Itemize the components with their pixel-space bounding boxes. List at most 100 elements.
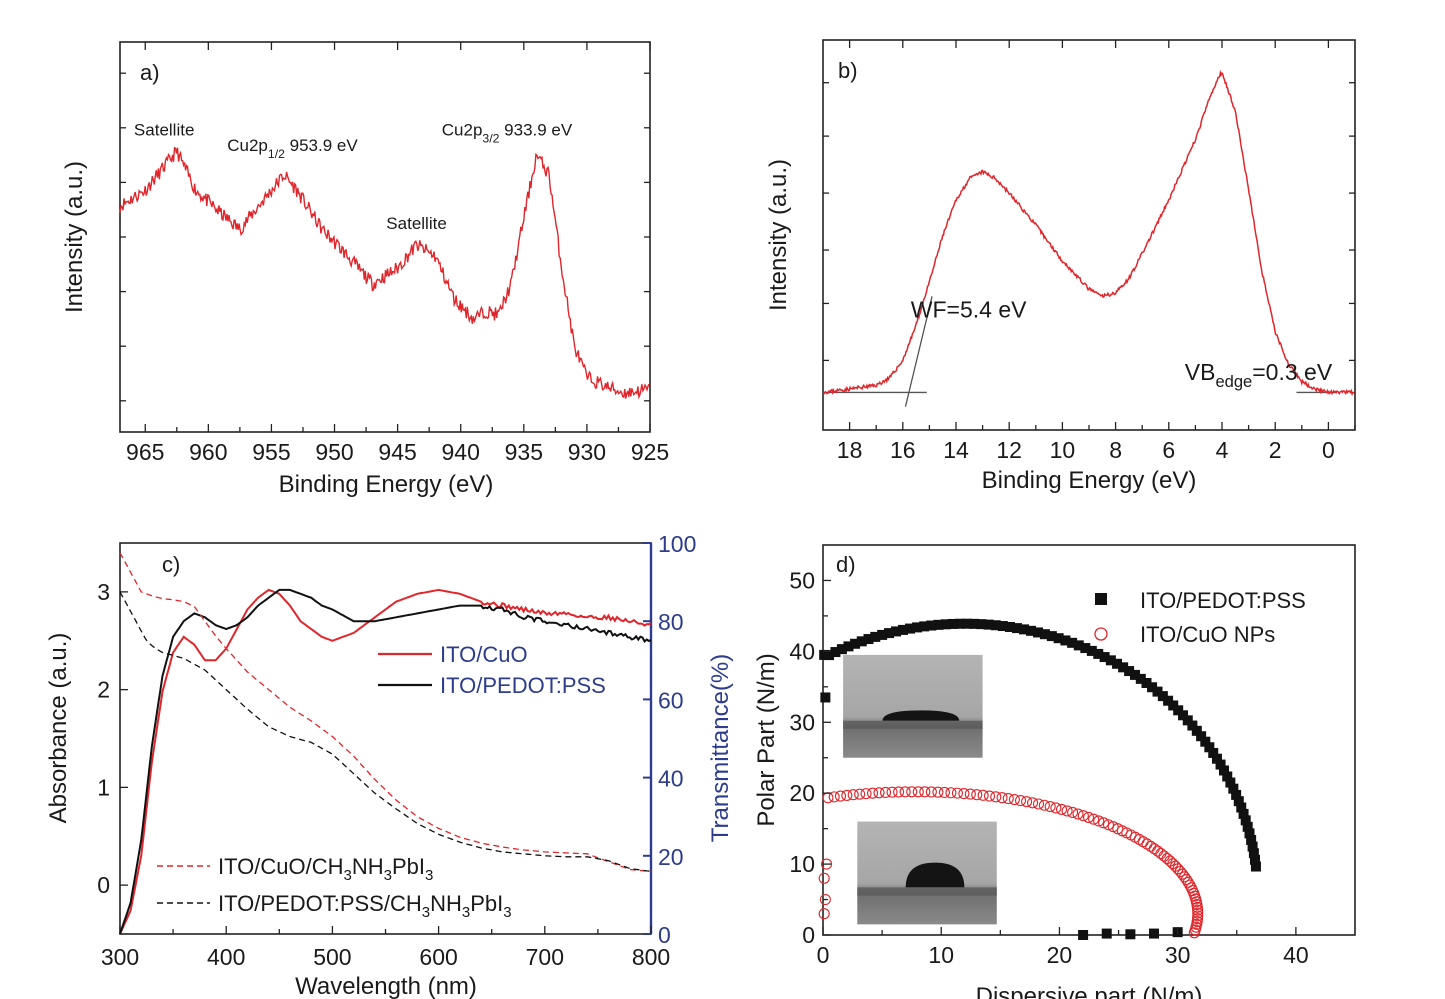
panel-d-point-cuo [964, 788, 976, 800]
panel-d-point-pedot [836, 644, 847, 655]
panel-d-point-cuo [983, 790, 996, 802]
panel-d-point-pedot [1099, 652, 1110, 663]
panel-b-label: b) [838, 58, 858, 83]
panel-a-x-axis-label: Binding Energy (eV) [279, 471, 494, 498]
panel-d-point-pedot [1039, 629, 1050, 640]
panel-c-y2-tick-label: 80 [658, 609, 684, 635]
panel-d-point-pedot [1093, 648, 1104, 659]
panel-d-point-cuo [893, 786, 905, 798]
panel-b-x-tick-label: 14 [943, 437, 969, 463]
panel-d-point-cuo [873, 787, 885, 799]
panel-d-point-pedot [1244, 828, 1255, 839]
panel-d-point-pedot [1250, 854, 1261, 865]
panel-d-x-tick-label: 40 [1283, 942, 1309, 968]
panel-a-frame [119, 41, 651, 433]
panel-c-y2-tick-label: 20 [658, 844, 684, 870]
panel-d-point-pedot [1012, 623, 1023, 634]
panel-c-series-line [119, 552, 652, 873]
panel-d-point-pedot [870, 631, 881, 642]
panel-d-point-cuo [886, 786, 898, 798]
panel-d-point-pedot [1124, 666, 1135, 677]
panel-d-point-cuo [818, 908, 830, 920]
panel-d-point-pedot [1157, 691, 1168, 702]
panel-d-point-cuo [818, 872, 830, 884]
panel-d-point-pedot [1073, 640, 1084, 651]
panel-d-point-pedot [1135, 673, 1146, 684]
panel-a-spectrum-line [119, 146, 650, 400]
panel-d-point-cuo [1072, 808, 1084, 820]
panel-c-y-tick-label: 1 [97, 774, 110, 800]
panel-d-point-cuo [819, 893, 831, 906]
panel-d-point-cuo [1008, 793, 1020, 806]
panel-d-point-cuo [1055, 803, 1068, 815]
panel-d-point-cuo [1192, 910, 1204, 922]
panel-d-point-pedot [1247, 841, 1258, 852]
panel-d-point-pedot [954, 618, 965, 629]
panel-d-point-pedot [863, 634, 874, 645]
panel-d-point-cuo [1152, 845, 1164, 857]
droplet [882, 710, 960, 721]
panel-d-y-axis-label: Polar Part (N/m) [753, 653, 780, 826]
panel-d-x-tick-label: 20 [1047, 942, 1073, 968]
panel-d-point-pedot [940, 619, 951, 630]
panel-d-point-pedot [1026, 625, 1037, 636]
panel-d-point-cuo [906, 786, 918, 798]
panel-d-point-pedot [1130, 669, 1141, 680]
panel-d-point-cuo [951, 787, 963, 799]
panel-b-x-tick-label: 8 [1109, 437, 1122, 463]
panel-c-y-tick-label: 2 [97, 677, 110, 703]
panel-c-x-tick-label: 600 [419, 944, 457, 970]
panel-a-annotation: Satellite [386, 214, 446, 233]
panel-d-point-pedot [1112, 658, 1123, 669]
panel-d-point-pedot [1152, 686, 1163, 697]
panel-d-point-cuo [1145, 840, 1157, 852]
panel-a-x-tick-label: 950 [315, 439, 353, 465]
panel-d-point-pedot [1105, 655, 1116, 666]
panel-c-y2-tick-label: 100 [658, 531, 696, 557]
panel-c-y-axis-label: Absorbance (a.u.) [45, 633, 72, 824]
panel-d-point-cuo [932, 786, 944, 798]
panel-b-x-tick-label: 4 [1216, 437, 1229, 463]
panel-d-point-pedot [1240, 815, 1251, 826]
panel-a-x-tick-label: 955 [252, 439, 290, 465]
panel-b-x-tick-label: 2 [1269, 437, 1282, 463]
panel-d-x-tick-label: 0 [817, 942, 830, 968]
panel-d-point-pedot [926, 620, 937, 631]
panel-d-point-cuo [1050, 802, 1062, 814]
panel-d-legend-label: ITO/PEDOT:PSS [1140, 588, 1306, 613]
panel-d-point-pedot [1225, 777, 1236, 788]
panel-c-y2-tick-label: 40 [658, 766, 684, 792]
panel-d-point-cuo [919, 786, 931, 798]
panel-d-point-pedot [1231, 789, 1242, 800]
panel-d-point-pedot [898, 624, 909, 635]
panel-d-point-pedot [1204, 742, 1215, 753]
panel-d-point-pedot [877, 629, 888, 640]
panel-d-y-tick-label: 0 [802, 922, 815, 948]
panel-d-point-pedot [884, 628, 895, 639]
panel-c-x-tick-label: 800 [632, 944, 670, 970]
panel-d-point-pedot [1191, 725, 1202, 736]
panel-d-point-pedot [1168, 700, 1179, 711]
panel-d-point-cuo [847, 789, 859, 801]
panel-d-point-pedot [997, 621, 1008, 632]
panel-c-x-tick-label: 500 [313, 944, 351, 970]
panel-d-point-pedot [1236, 802, 1247, 813]
panel-d-legend-marker [1095, 593, 1107, 605]
panel-d-point-cuo [866, 787, 879, 799]
panel-d-point-cuo [1191, 913, 1204, 925]
panel-d-point-cuo [977, 789, 989, 801]
panel-a-x-tick-label: 930 [568, 439, 606, 465]
panel-d-point-pedot [1118, 662, 1129, 673]
panel-d-point-pedot [1101, 928, 1112, 939]
panel-c-legend-label: ITO/CuO/CH3NH3PbI3 [218, 854, 433, 884]
panel-d-x-tick-label: 30 [1165, 942, 1191, 968]
panel-c-y2-axis-label: Transmittance(%) [707, 654, 734, 842]
panel-d-point-cuo [879, 786, 892, 798]
panel-c-series-line [119, 588, 652, 935]
panel-d-point-cuo [1044, 801, 1056, 813]
panel-d-legend-label: ITO/CuO NPs [1140, 622, 1275, 647]
panel-d-point-cuo [1082, 811, 1095, 823]
panel-d-point-pedot [1053, 633, 1064, 644]
